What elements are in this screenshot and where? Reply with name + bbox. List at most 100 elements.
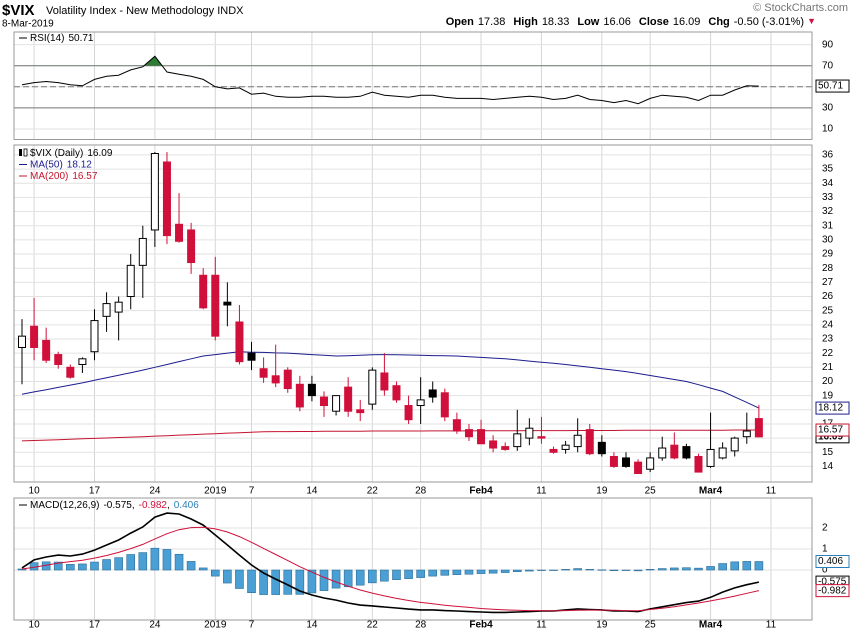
candle-body	[211, 274, 220, 337]
x-tick-label: 11	[766, 486, 777, 497]
histogram-bar	[452, 569, 462, 575]
candle-body	[259, 368, 268, 378]
moving-average-line	[21, 351, 760, 409]
y-tick-label: 30	[822, 235, 834, 246]
y-tick-label: 90	[822, 39, 834, 50]
x-tick-label: Mar4	[699, 486, 723, 497]
histogram-bar	[597, 569, 607, 571]
candle-body	[754, 418, 763, 438]
y-tick-label: 20	[822, 376, 834, 387]
histogram-bar	[512, 569, 522, 573]
candle-body	[30, 325, 39, 348]
panel-background	[14, 32, 812, 140]
last-value-label: 16.09	[818, 431, 843, 442]
histogram-bar	[380, 569, 389, 582]
candle-body	[199, 274, 208, 309]
x-tick-label: 22	[367, 486, 379, 497]
x-tick-label: 25	[645, 486, 657, 497]
y-tick-label: 19	[822, 390, 834, 401]
histogram-bar	[488, 569, 498, 574]
histogram-bar	[682, 567, 691, 571]
histogram-bar	[621, 569, 631, 571]
histogram-bar	[138, 552, 148, 571]
panel-frame	[13, 144, 813, 483]
candle-body	[464, 429, 473, 438]
histogram-bar	[162, 549, 172, 571]
candle-body	[742, 430, 751, 438]
candle-body	[501, 446, 510, 450]
histogram-bar	[392, 569, 401, 580]
y-tick-label: 36	[822, 150, 834, 161]
histogram-bar	[718, 563, 727, 571]
histogram-bar	[561, 569, 570, 571]
legend-candle-icon	[19, 149, 22, 156]
quote-value: 18.33	[542, 16, 570, 28]
candle-body	[235, 321, 244, 363]
y-tick-label: 2	[822, 523, 828, 534]
x-tick-label: Mar4	[699, 620, 723, 631]
legend-value: -0.982	[139, 500, 168, 511]
x-tick-label: 19	[596, 486, 608, 497]
x-tick-label: 25	[645, 620, 657, 631]
candle-body	[658, 447, 667, 459]
candle-body	[513, 433, 522, 448]
histogram-bar	[53, 561, 63, 571]
y-tick-label: 32	[822, 206, 834, 217]
y-tick-label: 25	[822, 305, 834, 316]
y-tick-label: 31	[822, 220, 834, 231]
x-tick-label: 10	[29, 620, 41, 631]
candle-body	[344, 386, 353, 412]
candle-body	[307, 383, 316, 397]
histogram-bar	[343, 569, 353, 588]
candle-body	[646, 457, 655, 470]
candle-body	[42, 339, 51, 361]
histogram-bar	[247, 569, 256, 594]
quote-value: -0.50 (-3.01%)	[734, 16, 804, 28]
histogram-bar	[428, 569, 438, 577]
last-value-box	[815, 401, 850, 415]
candle-body	[78, 358, 87, 365]
histogram-bar	[295, 569, 305, 595]
y-tick-label: 10	[822, 124, 834, 135]
candle-body	[271, 375, 280, 384]
histogram-bar	[706, 566, 715, 571]
x-tick-label: 11	[536, 486, 547, 497]
histogram-bar	[670, 567, 679, 571]
x-tick-label: 17	[89, 620, 101, 631]
histogram-bar	[754, 561, 764, 571]
candle-body	[320, 396, 328, 407]
candle-body	[162, 161, 171, 237]
candle-body	[114, 301, 123, 313]
histogram-bar	[500, 569, 510, 573]
histogram-bar	[609, 569, 619, 571]
histogram-bar	[235, 569, 244, 589]
y-tick-label: 14	[822, 461, 834, 472]
x-tick-label: 10	[29, 486, 41, 497]
histogram-bar	[223, 569, 232, 584]
candle-body	[682, 446, 691, 459]
histogram-bar	[440, 569, 450, 576]
candle-body	[392, 385, 401, 401]
histogram-bar	[66, 564, 75, 571]
x-tick-label: Feb4	[469, 486, 493, 497]
candle-body	[597, 441, 606, 455]
histogram-bar	[331, 569, 341, 589]
candle-body	[477, 429, 486, 445]
histogram-bar	[549, 569, 558, 571]
panel-frame	[13, 31, 813, 140]
x-tick-label: 14	[306, 620, 318, 631]
legend-name: MA(50)	[30, 159, 63, 170]
x-tick-label: Feb4	[469, 620, 493, 631]
histogram-bar	[525, 569, 534, 572]
candle-body	[102, 303, 111, 317]
y-tick-label: 28	[822, 263, 834, 274]
candle-body	[150, 152, 159, 231]
legend: $VIX (Daily) 16.09	[30, 148, 113, 159]
candle-body	[138, 237, 147, 266]
legend-value: 18.12	[67, 159, 92, 170]
candle-body	[404, 405, 413, 421]
legend-name: $VIX (Daily)	[30, 148, 83, 159]
x-tick-label: 19	[596, 620, 608, 631]
legend: MA(200) 16.57	[30, 171, 98, 182]
